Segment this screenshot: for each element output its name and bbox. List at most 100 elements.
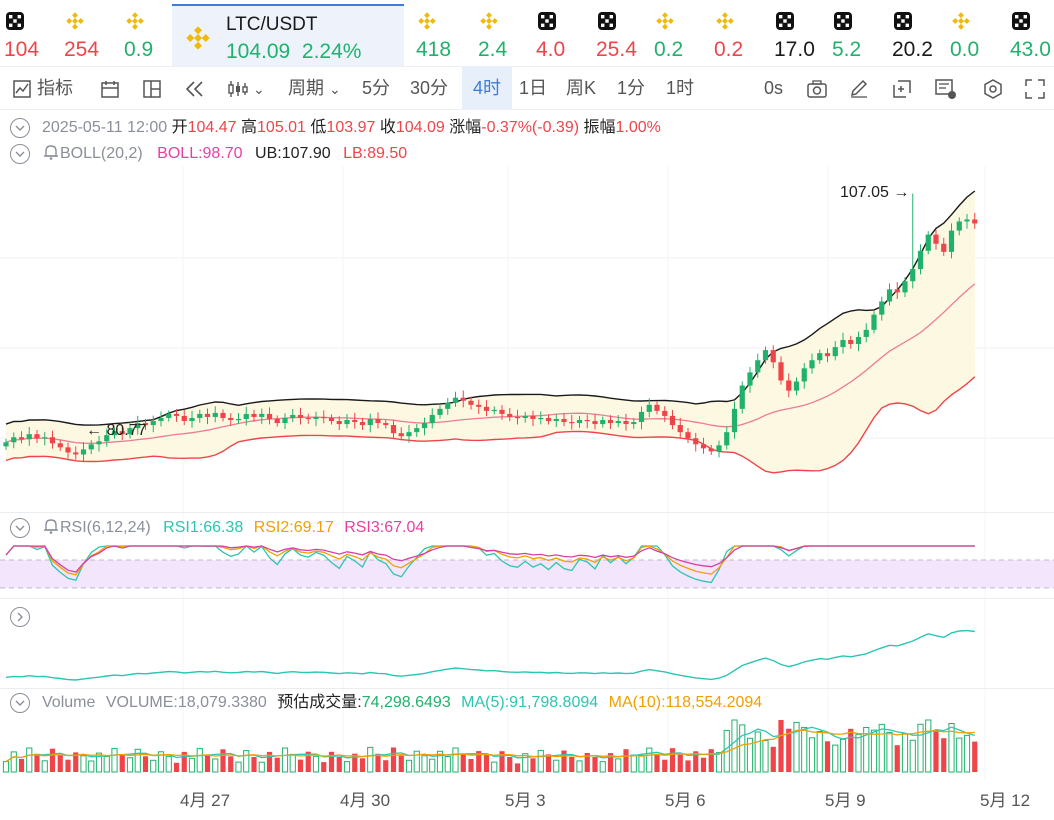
interval-30m[interactable]: 30分 bbox=[410, 67, 456, 109]
pane-divider[interactable] bbox=[0, 512, 1054, 513]
x-axis-label: 5月 3 bbox=[505, 791, 546, 810]
pane-divider[interactable] bbox=[0, 598, 1054, 599]
volume-bar bbox=[134, 748, 141, 773]
interval-4h[interactable]: 4时 bbox=[462, 67, 512, 109]
x-axis-label: 4月 27 bbox=[180, 791, 231, 810]
active-ticker-tab[interactable]: LTC/USDT 104.09 2.24% bbox=[172, 4, 404, 66]
okx-icon bbox=[598, 12, 616, 30]
volume-legend: Volume VOLUME:18,079.3380 预估成交量:74,298.6… bbox=[42, 691, 762, 715]
bell-icon[interactable] bbox=[42, 517, 60, 535]
volume-bar bbox=[188, 757, 196, 773]
pane-divider[interactable] bbox=[0, 688, 1054, 689]
interval-label: 1分 bbox=[617, 78, 646, 98]
candle-body bbox=[460, 397, 466, 401]
volume-bar bbox=[925, 719, 932, 773]
open-value: 104.47 bbox=[187, 119, 237, 136]
volume-bar bbox=[119, 754, 125, 772]
low-marker: ← 80.77 bbox=[86, 419, 147, 443]
candle-body bbox=[142, 423, 149, 426]
chart-type-dropdown[interactable]: ⌄ bbox=[226, 67, 265, 109]
drawing-tools-button[interactable] bbox=[100, 67, 120, 109]
collapse-volume-toggle[interactable] bbox=[10, 693, 30, 713]
candle-body bbox=[801, 368, 807, 382]
countdown-display[interactable]: 0s bbox=[764, 67, 783, 109]
add-indicator-button[interactable] bbox=[892, 67, 914, 109]
volume-bar bbox=[281, 747, 289, 773]
interval-1d[interactable]: 1日 bbox=[519, 67, 553, 109]
binance-icon bbox=[656, 12, 674, 30]
volume-bar bbox=[444, 756, 451, 773]
draw-button[interactable] bbox=[848, 67, 870, 109]
candle-body bbox=[406, 432, 412, 437]
candle-body bbox=[352, 420, 358, 423]
volume-bar bbox=[677, 754, 683, 772]
candle-body bbox=[538, 417, 544, 420]
candle-body bbox=[700, 444, 707, 449]
volume-bar bbox=[126, 757, 134, 773]
estimated-volume-value: 74,298.6493 bbox=[361, 694, 451, 711]
chart-toolbar: 指标 ⌄ 周期 ⌄ 5分 30分 4时 1日 周K 1分 1时 0s bbox=[0, 66, 1054, 110]
expand-pane-toggle[interactable] bbox=[10, 607, 30, 627]
interval-5m[interactable]: 5分 bbox=[362, 67, 396, 109]
candle-body bbox=[561, 418, 567, 423]
ticker-value: 25.4 bbox=[596, 38, 637, 61]
volume-bar bbox=[468, 759, 474, 772]
collapse-ohlc-toggle[interactable] bbox=[10, 118, 30, 138]
ticker-value: 20.2 bbox=[892, 38, 933, 61]
ticker-value: 4.0 bbox=[536, 38, 566, 61]
volume-bar bbox=[715, 752, 723, 773]
volume-bar bbox=[367, 746, 374, 773]
volume-bar bbox=[49, 748, 56, 772]
indicators-button[interactable]: 指标 bbox=[12, 67, 73, 109]
fullscreen-button[interactable] bbox=[1024, 67, 1046, 109]
volume-bar bbox=[537, 749, 544, 773]
candle-body bbox=[677, 425, 683, 433]
amplitude-label: 振幅 bbox=[583, 119, 616, 136]
volume-bar bbox=[909, 739, 916, 773]
volume-bar bbox=[305, 751, 311, 772]
x-axis-label: 5月 6 bbox=[665, 791, 706, 810]
volume-bar bbox=[491, 761, 498, 773]
volume-bar bbox=[220, 749, 226, 772]
binance-icon bbox=[126, 12, 144, 30]
volume-value: VOLUME:18,079.3380 bbox=[105, 694, 267, 711]
collapse-boll-toggle[interactable] bbox=[10, 144, 30, 164]
volume-bar bbox=[878, 723, 885, 773]
volume-bar bbox=[553, 759, 560, 773]
bell-icon[interactable] bbox=[42, 143, 60, 161]
add-frame-icon bbox=[893, 80, 911, 98]
volume-bar bbox=[204, 754, 211, 772]
interval-1m[interactable]: 1分 bbox=[617, 67, 653, 109]
rsi2-value: RSI2:69.17 bbox=[253, 519, 334, 536]
boll-band-fill bbox=[6, 191, 975, 473]
screenshot-button[interactable] bbox=[806, 67, 828, 109]
close-label: 收 bbox=[379, 119, 396, 136]
replay-button[interactable] bbox=[184, 67, 206, 109]
interval-1w[interactable]: 周K bbox=[566, 67, 606, 109]
candle-body bbox=[421, 423, 428, 429]
volume-bar bbox=[561, 750, 567, 772]
volume-bar bbox=[196, 748, 203, 773]
interval-1h[interactable]: 1时 bbox=[666, 67, 702, 109]
ticker-value: 418 bbox=[416, 38, 452, 61]
layout-button[interactable] bbox=[142, 67, 162, 109]
volume-bar bbox=[808, 737, 816, 773]
collapse-rsi-toggle[interactable] bbox=[10, 518, 30, 538]
rsi3-value: RSI3:67.04 bbox=[344, 519, 425, 536]
template-button[interactable] bbox=[934, 67, 958, 109]
candle-body bbox=[367, 418, 373, 426]
volume-bar bbox=[18, 758, 25, 772]
settings-button[interactable] bbox=[982, 67, 1004, 109]
volume-bar bbox=[383, 760, 389, 772]
candle-body bbox=[607, 420, 614, 424]
period-dropdown[interactable]: 周期 ⌄ bbox=[288, 67, 341, 109]
volume-bar bbox=[685, 760, 691, 772]
ticker-value: 5.2 bbox=[832, 38, 862, 61]
volume-bar bbox=[103, 756, 110, 773]
volume-bar bbox=[57, 755, 63, 772]
volume-bar bbox=[41, 760, 48, 773]
volume-bar bbox=[266, 751, 273, 772]
okx-icon bbox=[1012, 12, 1030, 30]
candle-body bbox=[228, 417, 234, 420]
